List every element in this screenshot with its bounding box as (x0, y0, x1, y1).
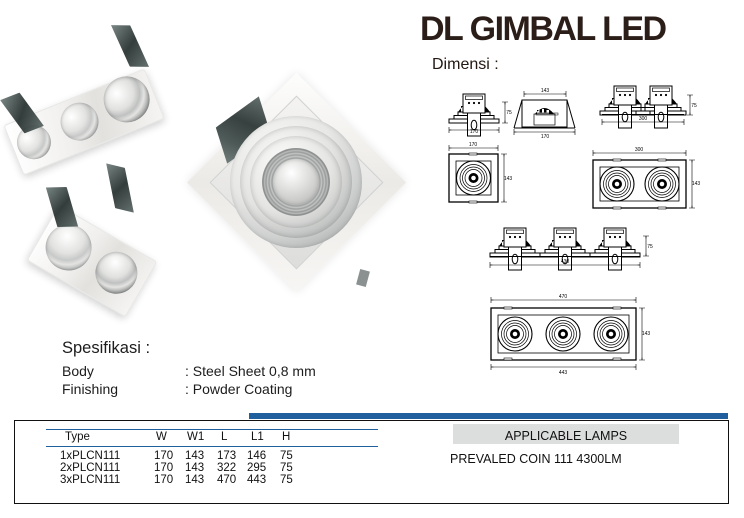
svg-text:300: 300 (635, 147, 644, 153)
svg-text:170: 170 (470, 129, 479, 135)
svg-text:170: 170 (469, 142, 478, 148)
svg-text:300: 300 (639, 116, 648, 122)
svg-text:75: 75 (506, 110, 512, 116)
svg-text:143: 143 (541, 88, 550, 94)
svg-text:170: 170 (541, 134, 550, 140)
svg-text:470: 470 (559, 294, 568, 300)
svg-text:143: 143 (692, 181, 701, 187)
svg-text:143: 143 (642, 331, 651, 337)
svg-text:75: 75 (691, 103, 697, 109)
svg-text:75: 75 (647, 244, 653, 250)
svg-text:443: 443 (559, 370, 568, 376)
svg-text:143: 143 (504, 176, 513, 182)
svg-text:430: 430 (561, 259, 570, 265)
